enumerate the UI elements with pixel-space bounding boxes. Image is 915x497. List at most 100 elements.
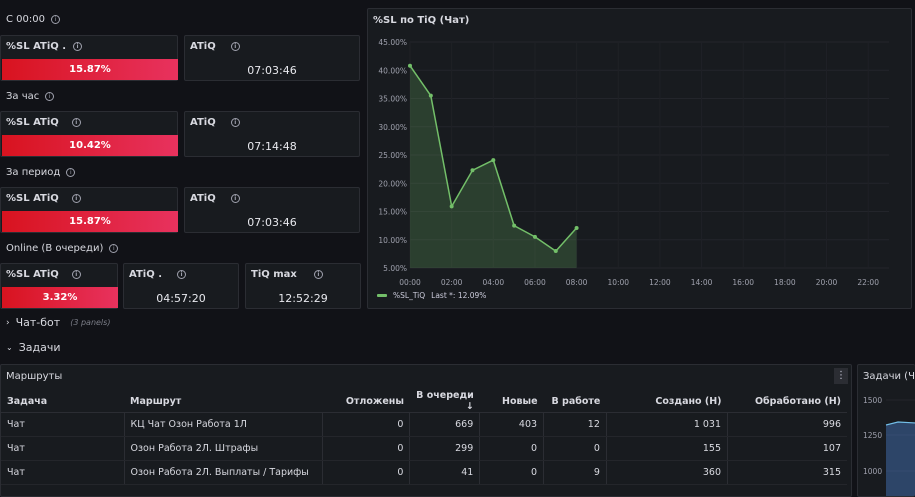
y-tick-label: 25.00%	[378, 151, 407, 160]
data-point	[532, 234, 537, 239]
stat-sl-period: %SL ATiQ i 15.87%	[0, 187, 178, 233]
info-icon[interactable]: i	[71, 118, 81, 127]
y-tick-label: 15.00%	[378, 208, 407, 217]
data-point	[512, 223, 517, 228]
col-route[interactable]: Маршрут	[124, 390, 323, 413]
tasks-ytick: 1500	[863, 396, 882, 405]
x-tick-label: 10:00	[607, 278, 629, 287]
tasks-ytick: 1000	[863, 467, 882, 476]
section-label-since-midnight: С 00:00 i	[6, 14, 60, 25]
data-point	[491, 158, 496, 163]
col-in-progress[interactable]: В работе	[543, 390, 607, 413]
data-point	[408, 63, 412, 68]
routes-table: Задача Маршрут Отложены В очереди ↓ Новы…	[1, 390, 847, 485]
chart-title: %SL по TiQ (Чат)	[373, 15, 470, 26]
tasks-series-line	[885, 421, 915, 426]
stat-atiq-period: ATiQ i 07:03:46	[184, 187, 360, 233]
x-tick-label: 04:00	[482, 278, 504, 287]
sl-tiq-chart: 5.00% 10.00% 15.00% 20.00% 25.00% 30.00% 35.00…	[378, 38, 889, 287]
atiq-value: 04:57:20	[156, 292, 206, 305]
y-tick-label: 35.00%	[378, 95, 407, 104]
info-icon[interactable]: i	[230, 118, 240, 127]
x-tick-label: 02:00	[441, 278, 463, 287]
x-tick-label: 06:00	[524, 278, 546, 287]
legend-swatch	[377, 294, 387, 297]
x-tick-label: 22:00	[857, 278, 879, 287]
info-icon[interactable]: i	[109, 244, 119, 253]
y-tick-label: 30.00%	[378, 123, 407, 132]
info-icon[interactable]: i	[50, 15, 60, 24]
stat-sl-last-hour: %SL ATiQ i 10.42%	[0, 111, 178, 157]
sl-value-bar: 15.87%	[2, 211, 178, 232]
section-label-online: Online (В очереди) i	[6, 243, 119, 254]
info-icon[interactable]: i	[313, 270, 323, 279]
data-point	[470, 168, 475, 173]
data-point	[574, 225, 579, 230]
series-area	[410, 65, 577, 268]
row-tasks[interactable]: ⌄ Задачи	[6, 341, 61, 354]
y-tick-label: 5.00%	[383, 264, 407, 273]
tasks-series-area	[886, 422, 915, 496]
stat-tiqmax-online: TiQ max i 12:52:29	[245, 263, 361, 309]
info-icon[interactable]: i	[73, 42, 83, 51]
chevron-down-icon: ⌄	[6, 343, 13, 352]
col-processed[interactable]: Обработано (Н)	[727, 390, 847, 413]
info-icon[interactable]: i	[230, 194, 240, 203]
routes-title: Маршруты	[6, 371, 63, 382]
col-new[interactable]: Новые	[479, 390, 544, 413]
panel-count: (3 panels)	[70, 318, 111, 327]
info-icon[interactable]: i	[230, 42, 240, 51]
routes-panel: Маршруты ⋮ Задача Маршрут Отложены В оче…	[0, 364, 852, 497]
stat-atiq-online: ATiQ .i 04:57:20	[123, 263, 239, 309]
x-tick-label: 18:00	[774, 278, 796, 287]
table-header-row: Задача Маршрут Отложены В очереди ↓ Новы…	[1, 390, 847, 413]
info-icon[interactable]: i	[66, 168, 76, 177]
atiq-value: 07:03:46	[247, 216, 297, 229]
sl-value-bar: 3.32%	[2, 287, 118, 308]
y-tick-label: 45.00%	[378, 38, 407, 47]
sl-tiq-chart-panel: %SL по TiQ (Чат) 5.00% 10.00% 15.00% 20.00%…	[367, 8, 912, 309]
col-postponed[interactable]: Отложены	[322, 390, 410, 413]
atiq-value: 07:03:46	[247, 64, 297, 77]
x-tick-label: 16:00	[732, 278, 754, 287]
x-tick-label: 14:00	[691, 278, 713, 287]
stat-atiq-last-hour: ATiQ i 07:14:48	[184, 111, 360, 157]
y-tick-label: 20.00%	[378, 179, 407, 188]
chevron-right-icon: ›	[6, 317, 10, 328]
legend-series-name: %SL_TiQ	[393, 291, 426, 300]
info-icon[interactable]: i	[71, 270, 81, 279]
data-point	[449, 204, 454, 209]
section-label-last-hour: За час i	[6, 91, 55, 102]
col-in-queue[interactable]: В очереди ↓	[409, 390, 480, 413]
info-icon[interactable]: i	[45, 92, 55, 101]
legend-last-value: Last *: 12.09%	[431, 291, 487, 300]
x-tick-label: 12:00	[649, 278, 671, 287]
col-task[interactable]: Задача	[1, 390, 125, 413]
tiqmax-value: 12:52:29	[278, 292, 328, 305]
x-tick-label: 00:00	[399, 278, 421, 287]
col-created[interactable]: Создано (Н)	[606, 390, 728, 413]
x-tick-label: 08:00	[566, 278, 588, 287]
sl-value-bar: 15.87%	[2, 59, 178, 80]
stat-sl-online: %SL ATiQ i 3.32%	[0, 263, 118, 309]
stat-sl-since-midnight: %SL ATiQ .i 15.87%	[0, 35, 178, 81]
data-point	[428, 93, 433, 98]
table-row[interactable]: Чат Озон Работа 2Л. Штрафы 0 299 0 0 155…	[1, 436, 847, 461]
table-row[interactable]: Чат Озон Работа 2Л. Выплаты / Тарифы 0 4…	[1, 460, 847, 485]
chart-legend[interactable]: %SL_TiQ Last *: 12.09%	[377, 291, 486, 300]
sl-value-bar: 10.42%	[2, 135, 178, 156]
x-tick-label: 20:00	[816, 278, 838, 287]
tasks-panel: Задачи (Ча 1500 1250 1000	[857, 364, 915, 497]
tasks-chart: 1500 1250 1000	[863, 396, 915, 496]
y-tick-label: 40.00%	[378, 66, 407, 75]
info-icon[interactable]: i	[71, 194, 81, 203]
table-row[interactable]: Чат КЦ Чат Озон Работа 1Л 0 669 403 12 1…	[1, 412, 847, 437]
stat-atiq-since-midnight: ATiQ i 07:03:46	[184, 35, 360, 81]
panel-menu-icon[interactable]: ⋮	[834, 368, 848, 384]
y-tick-label: 10.00%	[378, 236, 407, 245]
section-label-period: За период i	[6, 167, 76, 178]
tasks-ytick: 1250	[863, 431, 882, 440]
row-chat-bot[interactable]: › Чат-бот (3 panels)	[6, 316, 111, 329]
tasks-title: Задачи (Ча	[863, 371, 915, 382]
info-icon[interactable]: i	[177, 270, 186, 279]
